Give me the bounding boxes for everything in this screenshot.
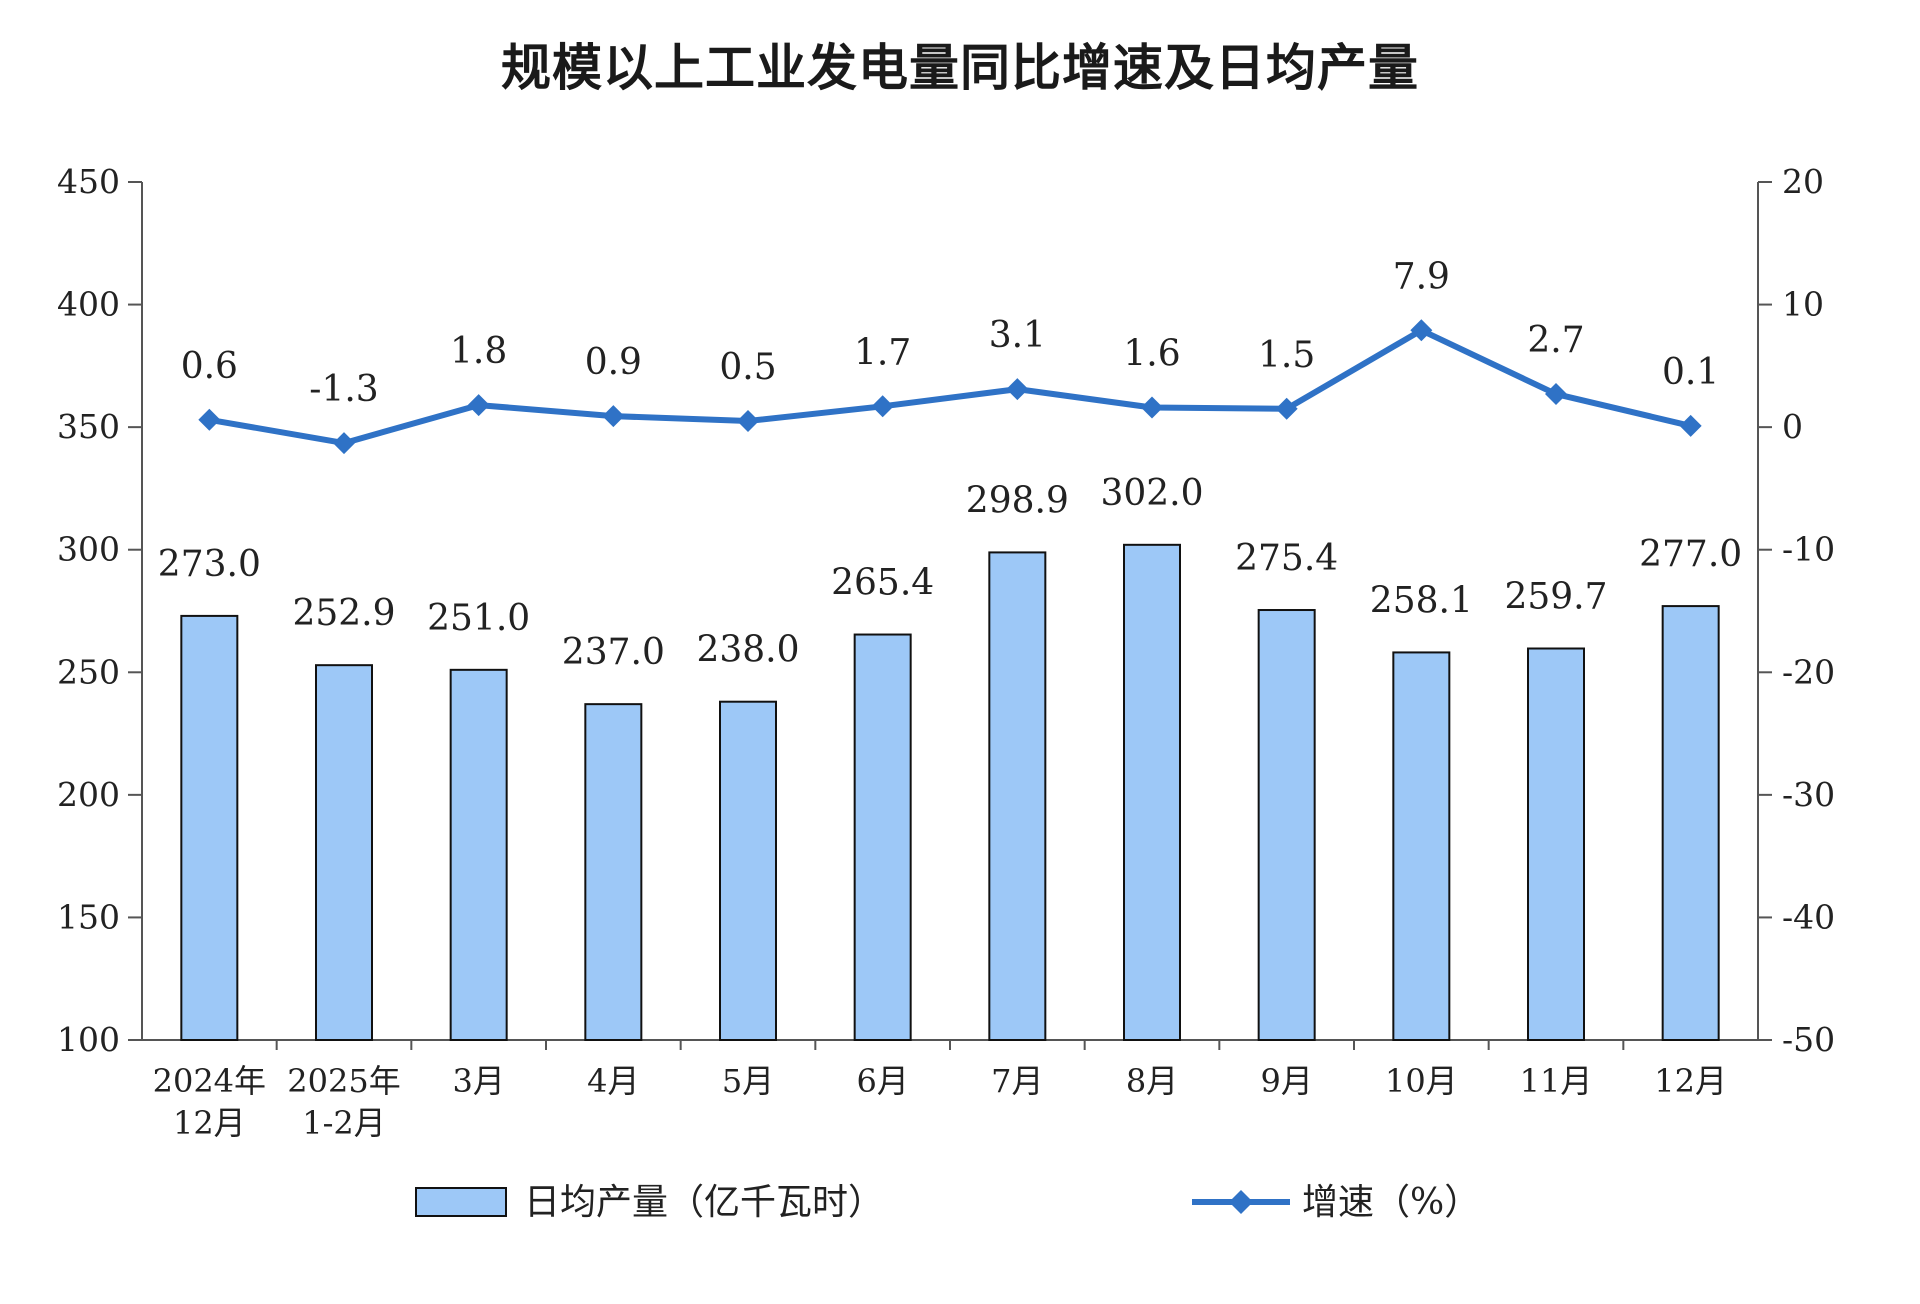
growth-marker	[1679, 414, 1702, 437]
category-label: 2024年	[153, 1062, 266, 1100]
bar	[853, 633, 912, 1041]
legend-line-label: 增速（%）	[1302, 1182, 1480, 1223]
data-labels: 273.0 252.9 251.0 237.0 238.0 265.4 298.9 302.0…	[158, 256, 1742, 673]
bar-value-label: 302.0	[1100, 473, 1203, 514]
bar	[1661, 605, 1720, 1042]
category-label: 3月	[452, 1062, 504, 1100]
left-tick-label: 350	[57, 407, 120, 446]
category-label: 1-2月	[302, 1104, 386, 1142]
category-label: 10月	[1385, 1062, 1458, 1100]
bar	[1123, 543, 1181, 1041]
bar-value-label: 238.0	[696, 630, 799, 671]
right-tick-label: -10	[1782, 530, 1835, 569]
left-tick-label: 150	[57, 897, 120, 936]
legend-bar-swatch	[415, 1187, 507, 1217]
left-tick-label: 100	[57, 1020, 120, 1059]
bar-value-label: 277.0	[1639, 534, 1742, 575]
bar-value-label: 252.9	[292, 593, 395, 634]
bar-value-label: 237.0	[562, 632, 665, 673]
bar	[584, 703, 643, 1041]
legend: 日均产量（亿千瓦时） 增速（%）	[415, 1182, 1480, 1223]
growth-marker	[871, 395, 894, 418]
right-tick-label: -50	[1782, 1020, 1835, 1059]
category-label: 5月	[722, 1062, 774, 1100]
category-label: 4月	[587, 1062, 639, 1100]
left-tick-label: 200	[57, 775, 120, 814]
growth-value-label: 3.1	[989, 315, 1046, 356]
growth-value-label: 0.5	[719, 347, 776, 388]
category-label: 7月	[991, 1062, 1043, 1100]
category-label: 2025年	[287, 1062, 400, 1100]
bar-value-label: 275.4	[1235, 538, 1338, 579]
growth-polyline	[208, 327, 1692, 447]
growth-marker	[198, 408, 221, 431]
bar-value-label: 259.7	[1504, 577, 1607, 618]
growth-value-label: 0.1	[1662, 352, 1719, 393]
growth-value-label: 2.7	[1527, 320, 1584, 361]
legend-bar-label: 日均产量（亿千瓦时）	[524, 1182, 884, 1223]
right-tick-label: 10	[1782, 285, 1824, 324]
growth-value-label: 0.6	[181, 346, 238, 387]
chart-title: 规模以上工业发电量同比增速及日均产量	[501, 39, 1419, 97]
growth-marker	[467, 394, 490, 417]
category-label: 6月	[856, 1062, 908, 1100]
bar	[1257, 609, 1316, 1041]
growth-value-label: 7.9	[1393, 256, 1450, 297]
bar	[180, 614, 239, 1041]
bar	[449, 668, 508, 1041]
growth-marker	[1410, 319, 1433, 342]
growth-marker	[737, 410, 759, 433]
growth-value-label: 1.7	[854, 332, 911, 373]
growth-value-label: 1.8	[450, 331, 507, 372]
growth-line	[198, 319, 1702, 455]
bar	[988, 551, 1047, 1041]
bar	[1527, 647, 1585, 1041]
growth-value-label: 1.6	[1123, 334, 1180, 375]
growth-marker	[602, 405, 625, 428]
growth-value-label: -1.3	[309, 369, 378, 410]
bar-value-label: 265.4	[831, 563, 934, 604]
left-tick-label: 250	[57, 652, 120, 691]
bar-value-label: 273.0	[158, 544, 261, 585]
growth-value-label: 1.5	[1258, 335, 1315, 376]
bar	[1392, 651, 1451, 1041]
bar	[315, 664, 373, 1041]
right-tick-label: 20	[1782, 162, 1824, 201]
bars	[180, 543, 1720, 1042]
bar	[719, 700, 777, 1042]
category-label: 11月	[1520, 1062, 1593, 1100]
bar-value-label: 258.1	[1370, 580, 1473, 621]
left-tick-label: 450	[57, 162, 120, 201]
growth-marker	[1006, 378, 1029, 401]
category-label: 9月	[1260, 1062, 1312, 1100]
growth-marker	[333, 432, 355, 455]
right-tick-label: -20	[1782, 652, 1835, 691]
category-label: 12月	[173, 1104, 246, 1142]
growth-marker	[1141, 396, 1163, 419]
left-tick-label: 300	[57, 530, 120, 569]
bar-value-label: 251.0	[427, 598, 530, 639]
growth-marker	[1275, 397, 1298, 420]
category-label: 12月	[1654, 1062, 1727, 1100]
right-tick-label: -30	[1782, 775, 1835, 814]
right-tick-label: -40	[1782, 897, 1835, 936]
growth-marker	[1545, 383, 1567, 406]
growth-value-label: 0.9	[585, 342, 642, 383]
right-tick-label: 0	[1782, 407, 1803, 446]
bar-value-label: 298.9	[966, 480, 1069, 521]
left-tick-label: 400	[57, 285, 120, 324]
legend-line-marker	[1229, 1190, 1253, 1214]
category-label: 8月	[1126, 1062, 1178, 1100]
axes: 45040035030025020015010020100-10-20-30-4…	[57, 162, 1835, 1142]
